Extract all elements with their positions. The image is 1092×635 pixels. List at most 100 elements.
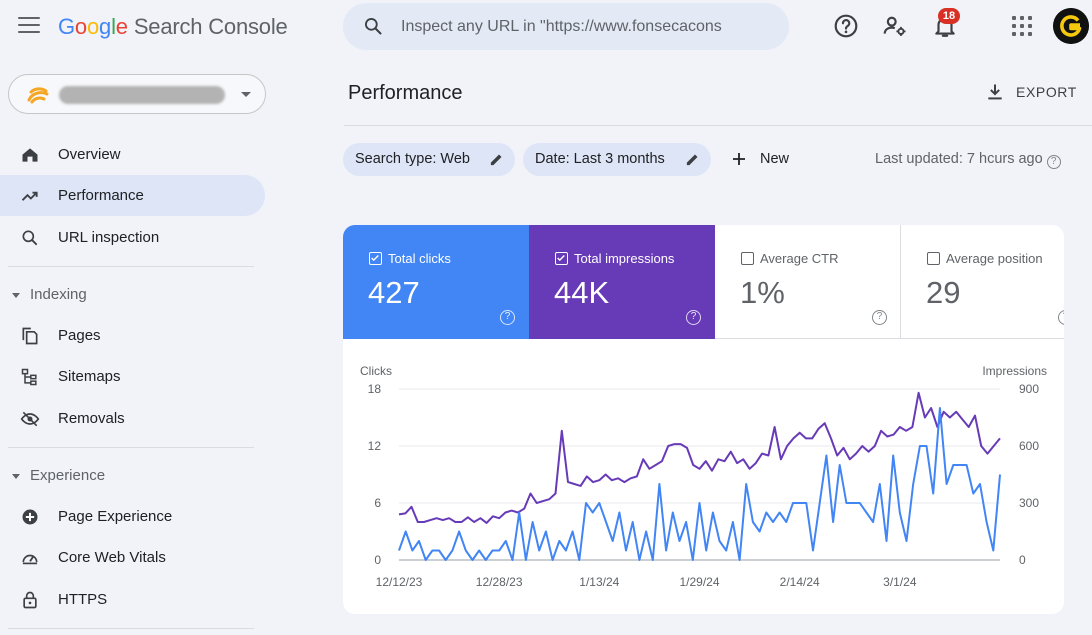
- removals-icon: [20, 411, 40, 427]
- pages-icon: [22, 327, 38, 345]
- logo-letter: o: [86, 14, 100, 39]
- chip-label: Search type: Web: [355, 151, 470, 167]
- sidebar-item-label: Sitemaps: [58, 368, 121, 385]
- chip-label: Date: Last 3 months: [535, 151, 665, 167]
- notification-badge: 18: [938, 8, 960, 24]
- x-tick-label: 1/13/24: [579, 575, 619, 589]
- page-title: Performance: [348, 82, 463, 104]
- sidebar-item-pages[interactable]: Pages: [0, 315, 265, 356]
- logo-letter: l: [111, 14, 116, 39]
- metric-label-text: Average CTR: [760, 251, 839, 266]
- left-tick-label: 18: [368, 382, 382, 396]
- x-tick-label: 12/12/23: [376, 575, 423, 589]
- metric-average-position[interactable]: Average position 29 ?: [901, 225, 1064, 339]
- x-tick-label: 2/14/24: [780, 575, 820, 589]
- right-tick-label: 600: [1019, 439, 1039, 453]
- sidebar-item-core-web-vitals[interactable]: Core Web Vitals: [0, 537, 265, 578]
- help-icon[interactable]: ?: [686, 310, 701, 325]
- series-line-clicks: [398, 407, 1001, 561]
- logo-letter: g: [99, 14, 112, 39]
- property-selector[interactable]: [8, 74, 266, 114]
- checkbox-checked-icon[interactable]: [555, 252, 568, 265]
- section-header-indexing[interactable]: Indexing: [12, 286, 87, 303]
- caret-down-icon: [12, 473, 20, 479]
- help-icon[interactable]: ?: [500, 310, 515, 325]
- date-filter-chip[interactable]: Date: Last 3 months: [523, 143, 711, 176]
- search-icon: [22, 230, 38, 246]
- help-icon[interactable]: [833, 13, 859, 39]
- sidebar-item-page-experience[interactable]: Page Experience: [0, 496, 265, 537]
- lock-icon: [23, 591, 37, 609]
- sidebar-item-label: URL inspection: [58, 229, 160, 246]
- section-header-experience[interactable]: Experience: [12, 467, 105, 484]
- main-menu-icon[interactable]: [18, 17, 40, 35]
- x-tick-label: 1/29/24: [679, 575, 719, 589]
- checkbox-unchecked-icon[interactable]: [741, 252, 754, 265]
- metric-average-ctr[interactable]: Average CTR 1% ?: [715, 225, 901, 339]
- sidebar-item-overview[interactable]: Overview: [0, 134, 265, 175]
- download-icon: [988, 84, 1002, 100]
- sidebar-item-label: Overview: [58, 146, 121, 163]
- avatar[interactable]: [1053, 8, 1089, 44]
- trending-up-icon: [21, 191, 38, 201]
- apps-grid-icon[interactable]: [1012, 16, 1032, 36]
- metric-value: 29: [926, 275, 961, 310]
- sidebar-item-performance[interactable]: Performance: [0, 175, 265, 216]
- series-line-impressions: [398, 391, 1001, 524]
- sidebar-item-https[interactable]: HTTPS: [0, 579, 265, 620]
- right-tick-label: 900: [1019, 382, 1039, 396]
- sidebar-divider: [8, 628, 254, 629]
- checkbox-checked-icon[interactable]: [369, 252, 382, 265]
- export-label: EXPORT: [1016, 84, 1077, 100]
- new-filter-button[interactable]: New: [728, 145, 798, 173]
- sidebar-item-label: Performance: [58, 187, 144, 204]
- sidebar-divider: [8, 447, 254, 448]
- right-tick-label: 300: [1019, 496, 1039, 510]
- sidebar-item-label: Core Web Vitals: [58, 549, 166, 566]
- left-tick-label: 12: [368, 439, 382, 453]
- performance-line-chart: Clicks Impressions 18 900 12 600 6 300 0 0 12/12…: [360, 364, 1047, 589]
- last-updated-text: Last updated: 7 hcurs ago?: [875, 151, 1061, 169]
- property-favicon-icon: [27, 87, 49, 104]
- checkbox-unchecked-icon[interactable]: [927, 252, 940, 265]
- metric-total-clicks[interactable]: Total clicks 427 ?: [343, 225, 529, 339]
- plus-icon: [733, 153, 745, 165]
- logo-letter: o: [74, 14, 87, 39]
- sidebar-item-label: Page Experience: [58, 508, 173, 525]
- metric-total-impressions[interactable]: Total impressions 44K ?: [529, 225, 715, 339]
- new-filter-label: New: [760, 151, 790, 167]
- manage-users-icon[interactable]: [882, 13, 908, 39]
- metric-label-text: Average position: [946, 251, 1043, 266]
- performance-card: Total clicks 427 ? Total impressions 44K…: [343, 225, 1064, 614]
- search-icon: [365, 18, 382, 35]
- help-icon[interactable]: ?: [872, 310, 887, 325]
- logo-letter: e: [115, 14, 128, 39]
- sidebar-item-removals[interactable]: Removals: [0, 398, 265, 439]
- metric-label: Total clicks: [369, 251, 451, 266]
- x-tick-label: 12/28/23: [476, 575, 523, 589]
- page-experience-icon: [22, 509, 38, 525]
- section-label: Experience: [30, 467, 106, 484]
- sidebar-item-url-inspection[interactable]: URL inspection: [0, 217, 265, 258]
- header-divider: [344, 125, 1092, 126]
- search-type-filter-chip[interactable]: Search type: Web: [343, 143, 515, 176]
- metric-label-text: Total impressions: [574, 251, 675, 266]
- edit-pencil-icon[interactable]: [685, 152, 700, 167]
- metric-label: Average CTR: [741, 251, 839, 266]
- sidebar-item-label: Removals: [58, 410, 125, 427]
- metric-label: Average position: [927, 251, 1043, 266]
- left-tick-label: 6: [374, 496, 381, 510]
- metric-label-text: Total clicks: [388, 251, 451, 266]
- url-inspect-input[interactable]: [401, 13, 779, 41]
- metric-value: 1%: [740, 275, 785, 310]
- url-inspect-search[interactable]: [343, 3, 789, 50]
- help-icon[interactable]: ?: [1058, 310, 1064, 325]
- sidebar-divider: [8, 266, 254, 267]
- app-logo[interactable]: Google Search Console: [58, 14, 288, 40]
- help-icon[interactable]: ?: [1046, 155, 1061, 169]
- sidebar-item-sitemaps[interactable]: Sitemaps: [0, 356, 265, 397]
- right-axis-label: Impressions: [982, 364, 1047, 378]
- sitemap-icon: [21, 368, 37, 386]
- edit-pencil-icon[interactable]: [489, 152, 504, 167]
